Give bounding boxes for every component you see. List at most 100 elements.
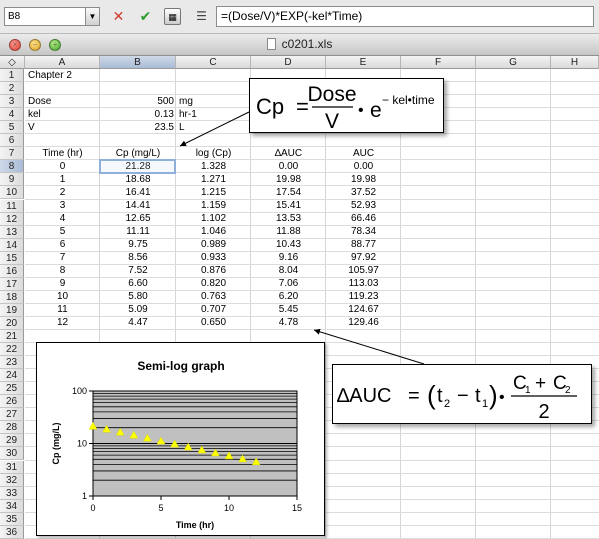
column-header-c[interactable]: C [176,56,251,69]
table-cell[interactable]: 11.88 [276,226,301,238]
formula-input[interactable]: =(Dose/V)*EXP(-kel*Time) [216,6,594,27]
param-value[interactable]: 23.5 [154,121,174,133]
table-cell[interactable]: 8 [59,265,66,277]
row-header-17[interactable]: 17 [0,277,24,291]
close-button[interactable]: × [9,39,21,51]
row-header-12[interactable]: 12 [0,212,24,226]
table-header[interactable]: log (Cp) [195,147,232,159]
table-cell[interactable]: 21.28 [125,160,151,172]
row-header-7[interactable]: 7 [0,147,24,161]
table-cell[interactable]: 7 [59,252,66,264]
row-header-6[interactable]: 6 [0,134,24,148]
table-cell[interactable]: 5.80 [128,291,148,303]
param-value[interactable]: 500 [157,95,174,107]
table-cell[interactable]: 88.77 [350,239,377,251]
column-header-f[interactable]: F [401,56,476,69]
table-cell[interactable]: 11.11 [126,226,150,238]
checkmark-icon[interactable]: ✔ [139,8,152,24]
table-cell[interactable]: 19.98 [350,173,377,185]
table-cell[interactable]: 1.046 [200,226,227,238]
list-icon[interactable]: ☰ [196,9,207,23]
row-header-13[interactable]: 13 [0,225,24,239]
minimize-button[interactable]: − [29,39,41,51]
table-cell[interactable]: 3 [59,200,66,211]
row-header-2[interactable]: 2 [0,82,24,96]
table-cell[interactable]: 18.68 [125,173,151,185]
table-cell[interactable]: 12 [56,317,69,329]
table-cell[interactable]: 0.820 [200,278,227,290]
row-header-35[interactable]: 35 [0,512,24,526]
table-cell[interactable]: 19.98 [275,173,302,185]
table-cell[interactable]: 14.41 [125,200,151,211]
row-header-8[interactable]: 8 [0,160,24,174]
table-cell[interactable]: 6 [59,239,66,251]
row-header-20[interactable]: 20 [0,316,24,330]
table-cell[interactable]: 17.54 [275,186,302,198]
name-box[interactable]: B8 ▼ [4,7,100,26]
table-cell[interactable]: 10.43 [275,239,302,251]
cancel-icon[interactable]: ✕ [112,8,125,24]
table-cell[interactable]: 2 [59,186,66,198]
param-label[interactable]: V [28,121,35,133]
table-cell[interactable]: 113.03 [348,278,379,290]
column-header-a[interactable]: A [25,56,100,69]
table-cell[interactable]: 9.16 [278,252,299,264]
table-cell[interactable]: 1.328 [200,160,227,172]
table-cell[interactable]: 0.763 [200,291,227,303]
table-cell[interactable]: 0.650 [200,317,227,329]
table-cell[interactable]: 4.78 [278,317,299,329]
table-cell[interactable]: 15.41 [275,200,302,211]
row-header-3[interactable]: 3 [0,95,24,109]
select-all-corner[interactable]: ◇ [0,56,25,69]
table-cell[interactable]: 0.989 [200,239,227,251]
table-cell[interactable]: 119.23 [348,291,379,303]
table-cell[interactable]: 8.04 [278,265,299,277]
table-cell[interactable]: 0 [59,160,66,172]
row-header-21[interactable]: 21 [0,330,24,344]
param-label[interactable]: kel [28,108,41,120]
table-cell[interactable]: 105.97 [348,265,379,277]
zoom-button[interactable]: + [49,39,61,51]
table-cell[interactable]: 4.47 [128,317,148,329]
table-cell[interactable]: 4 [59,213,66,225]
cell-a1[interactable]: Chapter 2 [28,69,72,81]
row-header-11[interactable]: 11 [0,199,24,213]
row-header-14[interactable]: 14 [0,238,24,252]
row-header-28[interactable]: 28 [0,421,24,435]
row-header-33[interactable]: 33 [0,486,24,500]
table-cell[interactable]: 66.46 [350,213,377,225]
column-header-d[interactable]: D [251,56,326,69]
table-cell[interactable]: 16.41 [125,186,151,198]
row-header-16[interactable]: 16 [0,264,24,278]
table-cell[interactable]: 7.52 [128,265,148,277]
table-cell[interactable]: 7.06 [278,278,299,290]
row-header-26[interactable]: 26 [0,395,24,409]
table-cell[interactable]: 1.102 [200,213,227,225]
table-cell[interactable]: 1.215 [200,186,227,198]
row-header-32[interactable]: 32 [0,473,24,487]
column-header-g[interactable]: G [476,56,551,69]
table-cell[interactable]: 9 [59,278,66,290]
column-header-e[interactable]: E [326,56,401,69]
table-header[interactable]: Time (hr) [42,147,83,159]
calculator-icon[interactable]: ▦ [164,8,181,25]
row-header-24[interactable]: 24 [0,369,24,383]
row-header-27[interactable]: 27 [0,408,24,422]
row-header-31[interactable]: 31 [0,460,24,474]
table-cell[interactable]: 9.75 [128,239,148,251]
table-cell[interactable]: 78.34 [350,226,377,238]
table-cell[interactable]: 124.67 [348,304,379,316]
param-unit[interactable]: mg [179,95,193,107]
row-header-15[interactable]: 15 [0,251,24,265]
row-header-22[interactable]: 22 [0,343,24,357]
table-cell[interactable]: 1.159 [200,200,227,211]
table-cell[interactable]: 1.271 [200,173,227,185]
semi-log-chart[interactable]: Semi-log graph 1 10 100 0 5 10 15 Time (hr) Cp (m… [36,342,325,536]
table-header[interactable]: Cp (mg/L) [115,147,161,159]
row-header-18[interactable]: 18 [0,290,24,304]
table-cell[interactable]: 6.60 [128,278,148,290]
table-cell[interactable]: 0.707 [200,304,227,316]
param-value[interactable]: 0.13 [154,108,174,120]
table-cell[interactable]: 0.876 [200,265,227,277]
row-header-19[interactable]: 19 [0,303,24,317]
